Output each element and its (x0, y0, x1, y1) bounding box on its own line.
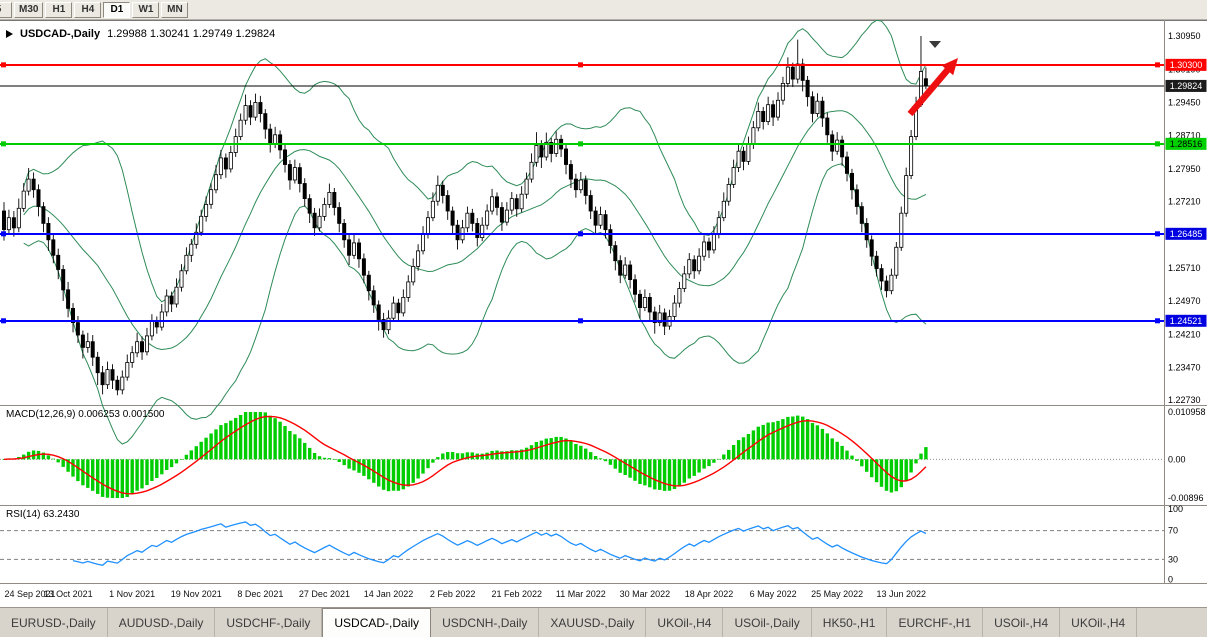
timeframe-button-m30[interactable]: M30 (14, 1, 44, 18)
rsi-axis-label: 30 (1168, 554, 1178, 564)
date-axis-label: 13 Jun 2022 (876, 589, 926, 599)
timeframe-button-h4[interactable]: H4 (74, 1, 102, 18)
chart-shift-marker-icon[interactable] (929, 41, 941, 48)
rsi-axis-label: 100 (1168, 504, 1183, 514)
date-axis-label: 18 Apr 2022 (685, 589, 734, 599)
chart-tab-label: USDCNH-,Daily (442, 615, 528, 630)
price-axis-label: 1.28710 (1168, 130, 1201, 140)
chart-tab-label: AUDUSD-,Daily (118, 615, 204, 630)
svg-text:1.28516: 1.28516 (1170, 139, 1203, 149)
chart-tabs-bar: EURUSD-,Daily AUDUSD-,Daily USDCHF-,Daily U… (0, 607, 1207, 637)
svg-text:1.26485: 1.26485 (1170, 229, 1203, 239)
chart-tab-label: EURCHF-,H1 (898, 615, 972, 630)
rsi-line (72, 521, 927, 567)
chart-tab-eurusd-daily[interactable]: EURUSD-,Daily (0, 608, 108, 637)
hline-1.28516[interactable] (0, 141, 1164, 147)
timeframe-toolbar: 5M30H1H4D1W1MN (0, 0, 1207, 20)
timeframe-button-w1[interactable]: W1 (132, 1, 160, 18)
timeframe-button-mn[interactable]: MN (161, 1, 189, 18)
price-axis-label: 1.25710 (1168, 263, 1201, 273)
chart-tab-label: USDCAD-,Daily (334, 616, 420, 630)
chart-tab-label: USDCHF-,Daily (226, 615, 311, 630)
timeframe-button-5[interactable]: 5 (0, 1, 12, 18)
chart-tab-usdchf-daily[interactable]: USDCHF-,Daily (215, 608, 323, 637)
price-axis-label: 1.27210 (1168, 197, 1201, 207)
price-axis-label: 1.24970 (1168, 296, 1201, 306)
date-axis-label: 13 Oct 2021 (44, 589, 93, 599)
price-axis-label: 1.23470 (1168, 362, 1201, 372)
macd-axis-label: -0.00896 (1168, 493, 1204, 503)
chart-tab-label: UKOil-,H4 (1071, 615, 1126, 630)
chart-tab-label: USOil-,Daily (734, 615, 800, 630)
chart-tab-usoil-h4[interactable]: USOil-,H4 (983, 608, 1061, 637)
price-axis-label: 1.29450 (1168, 97, 1201, 107)
chart-tab-ukoil-h4[interactable]: UKOil-,H4 (646, 608, 724, 637)
date-axis-label: 30 Mar 2022 (620, 589, 671, 599)
chart-window: 1.309501.301901.294501.287101.279501.272… (0, 20, 1207, 607)
chart-tab-usdcnh-daily[interactable]: USDCNH-,Daily (431, 608, 540, 637)
macd-axis-label: 0.010958 (1168, 407, 1206, 417)
hline-1.24521[interactable] (0, 318, 1164, 324)
date-axis-label: 25 May 2022 (811, 589, 863, 599)
chart-tab-hk50-h1[interactable]: HK50-,H1 (812, 608, 888, 637)
macd-signal-line (3, 415, 927, 495)
bollinger-bands (23, 20, 927, 445)
chart-tab-label: USOil-,H4 (994, 615, 1049, 630)
chart-tab-label: UKOil-,H4 (657, 615, 712, 630)
macd-axis-label: 0.00 (1168, 454, 1186, 464)
chart-tab-usdcad-daily[interactable]: USDCAD-,Daily (322, 608, 432, 637)
date-axis-label: 27 Dec 2021 (299, 589, 350, 599)
date-axis-label: 6 May 2022 (750, 589, 797, 599)
price-tag-1.28516[interactable]: 1.28516 (1165, 137, 1207, 150)
date-axis-label: 8 Dec 2021 (237, 589, 283, 599)
rsi-axis-label: 0 (1168, 575, 1173, 585)
price-tag-1.30300[interactable]: 1.30300 (1165, 58, 1207, 71)
svg-text:1.29824: 1.29824 (1170, 81, 1203, 91)
svg-text:1.24521: 1.24521 (1170, 316, 1203, 326)
price-chart-canvas[interactable]: 1.309501.301901.294501.287101.279501.272… (0, 20, 1207, 607)
price-axis-label: 1.30950 (1168, 31, 1201, 41)
chart-tab-audusd-daily[interactable]: AUDUSD-,Daily (108, 608, 216, 637)
date-axis-label: 24 Sep 2021 (4, 589, 55, 599)
date-axis-label: 21 Feb 2022 (491, 589, 542, 599)
candlesticks (2, 36, 928, 396)
chart-tab-ukoil-h4-2[interactable]: UKOil-,H4 (1060, 608, 1138, 637)
chart-tab-eurchf-h1[interactable]: EURCHF-,H1 (887, 608, 984, 637)
chart-tab-label: HK50-,H1 (822, 615, 876, 630)
price-tag-1.29824[interactable]: 1.29824 (1165, 79, 1207, 92)
price-axis-label: 1.22730 (1168, 395, 1201, 405)
svg-text:1.30300: 1.30300 (1170, 60, 1203, 70)
chart-tab-label: EURUSD-,Daily (11, 615, 96, 630)
date-axis-label: 14 Jan 2022 (364, 589, 414, 599)
price-axis-label: 1.24210 (1168, 330, 1201, 340)
date-axis-label: 1 Nov 2021 (109, 589, 155, 599)
date-axis-label: 2 Feb 2022 (430, 589, 476, 599)
price-tag-1.26485[interactable]: 1.26485 (1165, 227, 1207, 240)
timeframe-button-d1[interactable]: D1 (103, 1, 131, 18)
timeframe-button-h1[interactable]: H1 (45, 1, 73, 18)
hline-1.30300[interactable] (0, 62, 1164, 68)
price-tag-1.24521[interactable]: 1.24521 (1165, 314, 1207, 327)
price-axis-label: 1.27950 (1168, 164, 1201, 174)
hline-1.26485[interactable] (0, 231, 1164, 237)
date-axis-label: 19 Nov 2021 (171, 589, 222, 599)
chart-tab-xauusd-daily[interactable]: XAUUSD-,Daily (539, 608, 647, 637)
date-axis-label: 11 Mar 2022 (556, 589, 606, 599)
chart-tab-label: XAUUSD-,Daily (550, 615, 635, 630)
rsi-axis-label: 70 (1168, 526, 1178, 536)
chart-tab-usoil-daily[interactable]: USOil-,Daily (723, 608, 812, 637)
trend-arrow-annotation[interactable] (907, 58, 958, 117)
one-click-trading-icon[interactable] (6, 30, 13, 38)
